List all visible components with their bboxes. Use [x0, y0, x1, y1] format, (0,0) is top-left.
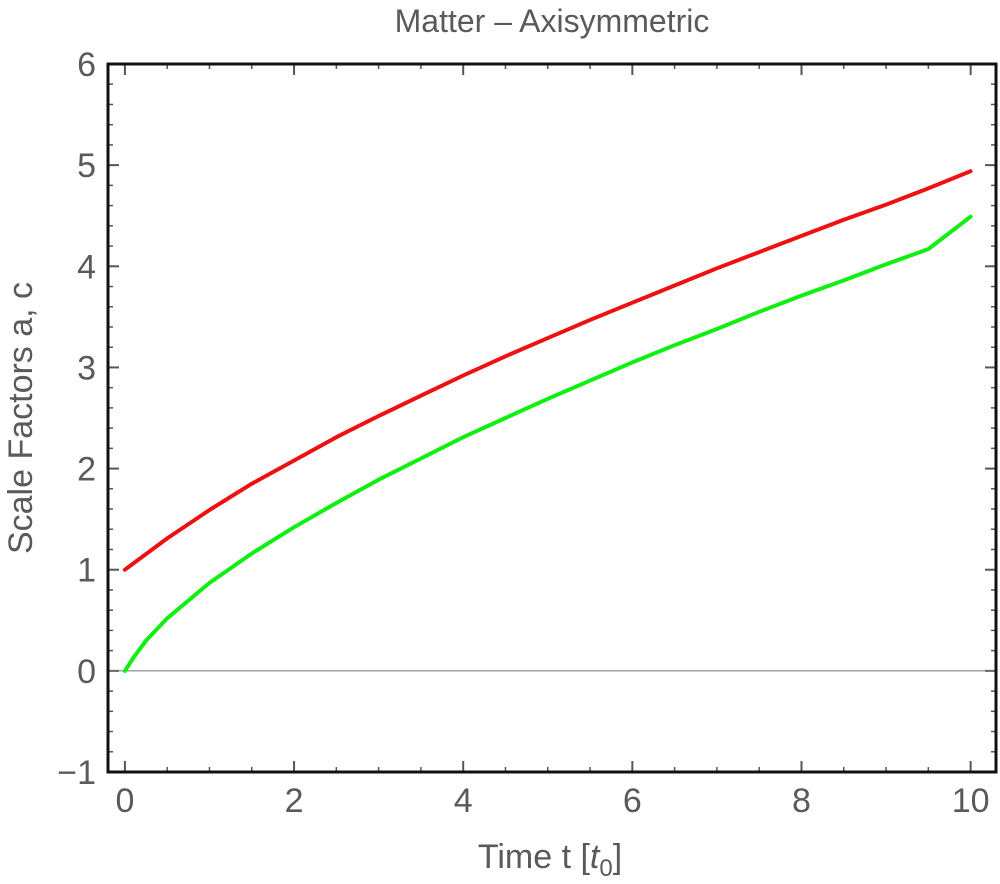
x-tick-label: 4: [454, 782, 473, 820]
y-tick-label: 3: [77, 349, 96, 387]
x-tick-label: 2: [285, 782, 304, 820]
y-tick-label: 4: [77, 248, 96, 286]
y-tick-label: 0: [77, 653, 96, 691]
x-axis-label-suffix: ]: [613, 838, 622, 876]
series-line-2: [122, 214, 973, 673]
y-tick-label: 2: [77, 451, 96, 489]
y-axis-label: Scale Factors a, c: [2, 282, 40, 554]
y-tick-label: 5: [77, 147, 96, 185]
x-axis-label-sub: 0: [599, 855, 612, 882]
series-layer: [122, 169, 973, 673]
x-axis-label: Time t [t0]: [478, 838, 622, 882]
x-tick-label: 10: [952, 782, 990, 820]
y-tick-label: 1: [77, 552, 96, 590]
x-axis-label-prefix: Time t [: [478, 838, 591, 876]
x-tick-labels: 0 2 4 6 8 10: [115, 782, 989, 820]
x-axis-label-var: t: [590, 838, 601, 876]
x-tick-label: 6: [623, 782, 642, 820]
chart-title: Matter – Axisymmetric: [395, 3, 710, 39]
y-tick-label: −1: [57, 754, 96, 792]
plot-frame: [106, 62, 998, 774]
series-line-1: [122, 169, 973, 572]
y-tick-label: 6: [77, 46, 96, 84]
x-tick-label: 8: [792, 782, 811, 820]
x-tick-label: 0: [115, 782, 134, 820]
ticks-layer: [108, 63, 996, 773]
y-tick-labels: −1 0 1 2 3 4 5 6: [57, 46, 96, 792]
